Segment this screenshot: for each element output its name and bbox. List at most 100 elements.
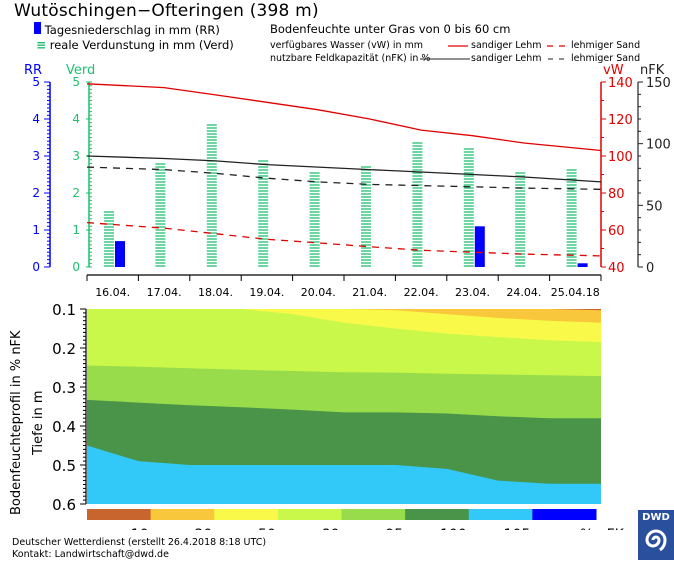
x-tick-label: 20.04.: [301, 286, 336, 299]
vw-axis-title: vW: [603, 63, 624, 78]
depth-axis-title: Tiefe in m: [31, 390, 46, 456]
vw-tick-label: 140: [608, 76, 633, 91]
legend-verd-label: reale Verdunstung in mm (Verd): [49, 38, 234, 52]
legend-vw: verfügbares Wasser (vW) in mm: [270, 40, 423, 51]
legend-class-label: 50: [258, 527, 276, 530]
nfk-tick-label: 150: [646, 76, 671, 91]
legend-class-label: 105: [504, 527, 531, 530]
x-tick-label: 24.04.: [506, 286, 541, 299]
x-tick-label: 19.04.: [249, 286, 284, 299]
legend-verd: ≡ reale Verdunstung in mm (Verd): [36, 38, 234, 52]
rr-bar: [577, 263, 588, 267]
dwd-logo-text: DWD: [642, 512, 670, 523]
spiral-icon: [645, 529, 667, 552]
verd-bar: [309, 172, 320, 267]
legend-class-label: 100: [440, 527, 467, 530]
verd-tick-label: 3: [72, 149, 80, 163]
rr-legend-swatch: [34, 22, 41, 34]
legend-vw-sandy-label: sandiger Lehm: [471, 40, 542, 51]
verd-bar: [206, 124, 217, 267]
vw-tick-label: 120: [608, 113, 633, 128]
nfk-sandy-loam-line: [86, 155, 602, 183]
soil-title: Bodenfeuchte unter Gras von 0 bis 60 cm: [270, 22, 511, 36]
depth-tick-label: 0.2: [52, 340, 76, 358]
verd-bar: [104, 211, 114, 267]
depth-tick-label: 0.3: [52, 379, 76, 397]
vw-tick-label: 80: [608, 187, 625, 202]
rr-tick-label: 4: [32, 112, 40, 126]
verd-tick-label: 2: [72, 186, 80, 200]
depth-tick-label: 0.4: [52, 418, 76, 436]
legend-nfk-sandy-label: sandiger Lehm: [471, 53, 542, 64]
soil-profile-chart: 0.1 0.2 0.3 0.4 0.5 0.6 Bodenfeuchteprofil in …: [9, 301, 625, 530]
x-tick-label: 23.04.: [455, 286, 490, 299]
legend-swatch: [150, 509, 215, 520]
verd-legend-swatch: ≡: [36, 38, 47, 52]
rr-tick-label: 5: [32, 75, 40, 89]
legend-class-label: 95: [385, 527, 403, 530]
verd-bar: [412, 142, 423, 267]
profile-band-30-50: [87, 309, 601, 343]
rr-tick-label: 2: [32, 186, 40, 200]
nfk-tick-label: 0: [646, 261, 654, 276]
legend-swatch: [214, 509, 279, 520]
vw-tick-label: 60: [608, 224, 625, 239]
rr-bar: [474, 226, 485, 267]
legend-vw-label: verfügbares Wasser (vW) in mm: [270, 40, 424, 51]
legend-unit-label: % nFK: [580, 527, 625, 530]
dwd-logo: DWD: [638, 510, 674, 560]
rr-tick-label: 3: [32, 149, 40, 163]
verd-bar: [258, 160, 269, 267]
verd-tick-label: 1: [72, 223, 80, 237]
verd-axis-title: Verd: [66, 63, 95, 78]
depth-tick-label: 0.5: [52, 457, 76, 475]
nfk-tick-label: 50: [646, 199, 663, 214]
verd-bar: [515, 172, 526, 267]
footer-contact[interactable]: Kontakt: Landwirtschaft@dwd.de: [12, 549, 169, 560]
legend-nfk-label: nutzbare Feldkapazität (nFK) in %: [270, 53, 431, 64]
verd-tick-label: 0: [72, 260, 80, 274]
legend-class-label: 30: [194, 527, 212, 530]
verd-bar: [361, 166, 371, 267]
verd-bar: [566, 169, 577, 267]
nfk-axis-title: nFK: [640, 63, 665, 78]
legend-class-label: 80: [322, 527, 340, 530]
x-tick-label: 22.04.: [404, 286, 439, 299]
legend-rr-label: Tagesniederschlag in mm (RR): [44, 23, 220, 37]
vw-tick-label: 40: [608, 261, 625, 276]
x-tick-label: 21.04.: [352, 286, 387, 299]
legend-swatch: [468, 509, 533, 520]
legend-swatch: [532, 509, 597, 520]
legend-rr: Tagesniederschlag in mm (RR): [34, 22, 220, 37]
verd-bar: [463, 148, 474, 267]
rr-tick-label: 1: [32, 223, 40, 237]
rr-axis-title: RR: [24, 63, 42, 78]
legend-lines: [420, 45, 566, 60]
chart-title: Wutöschingen−Ofteringen (398 m): [14, 1, 319, 21]
rr-bar: [115, 241, 125, 267]
depth-tick-label: 0.6: [52, 496, 76, 514]
legend-swatch: [405, 509, 470, 520]
depth-tick-label: 0.1: [52, 301, 76, 319]
x-tick-label: 25.04.18: [551, 286, 600, 299]
verd-tick-label: 5: [72, 75, 80, 89]
nfk-tick-label: 100: [646, 138, 671, 153]
vw-tick-label: 100: [608, 150, 633, 165]
legend-swatch: [341, 509, 406, 520]
legend-nfk: nutzbare Feldkapazität (nFK) in %: [270, 53, 430, 64]
weather-chart: RR Verd vW nFK01234501234540608010012014005…: [24, 63, 671, 299]
verd-tick-label: 4: [72, 112, 80, 126]
legend-class-label: 10: [131, 527, 149, 530]
legend-swatch: [277, 509, 342, 520]
legend-swatch: [87, 509, 152, 520]
x-tick-label: 16.04.: [95, 286, 130, 299]
rr-tick-label: 0: [32, 260, 40, 274]
legend-nfk-loamy-label: lehmiger Sand: [571, 53, 641, 64]
profile-title: Bodenfeuchteprofil in % nFK: [9, 330, 24, 515]
profile-band-10-30: [87, 309, 601, 323]
x-tick-label: 18.04.: [198, 286, 233, 299]
legend-vw-loamy-label: lehmiger Sand: [571, 40, 641, 51]
x-tick-label: 17.04.: [147, 286, 182, 299]
footer-credit: Deutscher Wetterdienst (erstellt 26.4.20…: [12, 537, 267, 548]
vw-sandy-loam-line: [86, 83, 602, 152]
